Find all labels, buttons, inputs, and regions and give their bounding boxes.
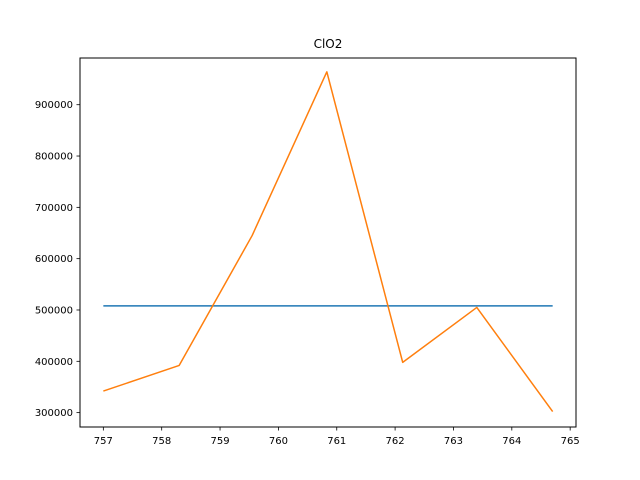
- x-tick-label: 760: [269, 436, 288, 447]
- series-line-2: [103, 71, 554, 413]
- y-tick-label: 300000: [35, 408, 73, 419]
- x-tick-label: 765: [561, 436, 580, 447]
- plot-frame: [79, 57, 577, 428]
- x-tick-label: 757: [94, 436, 113, 447]
- x-axis: 757 758 759 760 761 762 763 764 765: [94, 427, 580, 447]
- y-axis: 300000 400000 500000 600000 700000 800000 9000…: [35, 100, 80, 419]
- x-tick-label: 761: [327, 436, 346, 447]
- x-tick-label: 764: [502, 436, 521, 447]
- y-tick-label: 500000: [35, 305, 73, 316]
- y-tick-label: 600000: [35, 254, 73, 265]
- y-tick-label: 700000: [35, 203, 73, 214]
- y-tick-label: 900000: [35, 100, 73, 111]
- chart-title: ClO2: [314, 37, 343, 51]
- x-tick-label: 759: [211, 436, 230, 447]
- y-tick-label: 800000: [35, 152, 73, 163]
- y-tick-label: 400000: [35, 357, 73, 368]
- series-layer: [103, 71, 554, 413]
- x-tick-label: 763: [444, 436, 463, 447]
- x-tick-label: 762: [386, 436, 405, 447]
- x-tick-label: 758: [152, 436, 171, 447]
